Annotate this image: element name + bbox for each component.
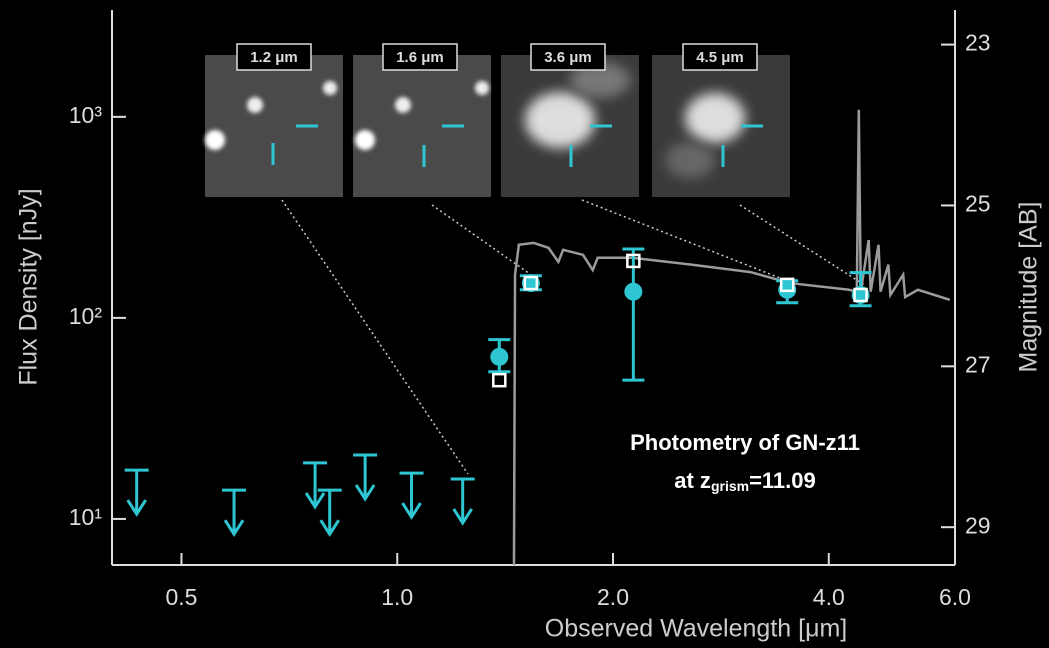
y-tick-label: 10¹ (69, 504, 103, 530)
detection (624, 283, 642, 301)
y2-tick-label: 29 (965, 512, 991, 538)
y2-axis-title: Magnitude [AB] (1015, 202, 1043, 373)
y2-tick-label: 27 (965, 351, 991, 377)
annotation-subscript: grism (711, 478, 749, 494)
x-tick-label: 0.5 (165, 584, 197, 610)
inset-label: 1.6 μm (396, 49, 444, 66)
chart: 1.2 μm 1.6 μm 3.6 μm 4.5 μm Observed Wav… (0, 0, 1049, 648)
annotation: Photometry of GN-z11 (630, 430, 860, 455)
y2-tick-label: 25 (965, 191, 991, 217)
x-tick-label: 1.0 (381, 584, 413, 610)
y2-tick-label: 23 (965, 30, 991, 56)
detection (490, 348, 508, 366)
inset-label: 1.2 μm (250, 49, 298, 66)
y-tick-label: 10³ (69, 102, 103, 128)
x-axis-title: Observed Wavelength [μm] (545, 615, 848, 643)
x-tick-label: 6.0 (939, 584, 971, 610)
y-tick-label: 10² (69, 303, 103, 329)
annotation-text: at z (674, 468, 711, 493)
annotation-text: =11.09 (749, 468, 816, 493)
x-tick-label: 2.0 (597, 584, 629, 610)
inset-label: 4.5 μm (696, 49, 744, 66)
inset-label: 3.6 μm (544, 49, 592, 66)
y-axis-title: Flux Density [nJy] (15, 188, 43, 385)
x-tick-label: 4.0 (813, 584, 845, 610)
